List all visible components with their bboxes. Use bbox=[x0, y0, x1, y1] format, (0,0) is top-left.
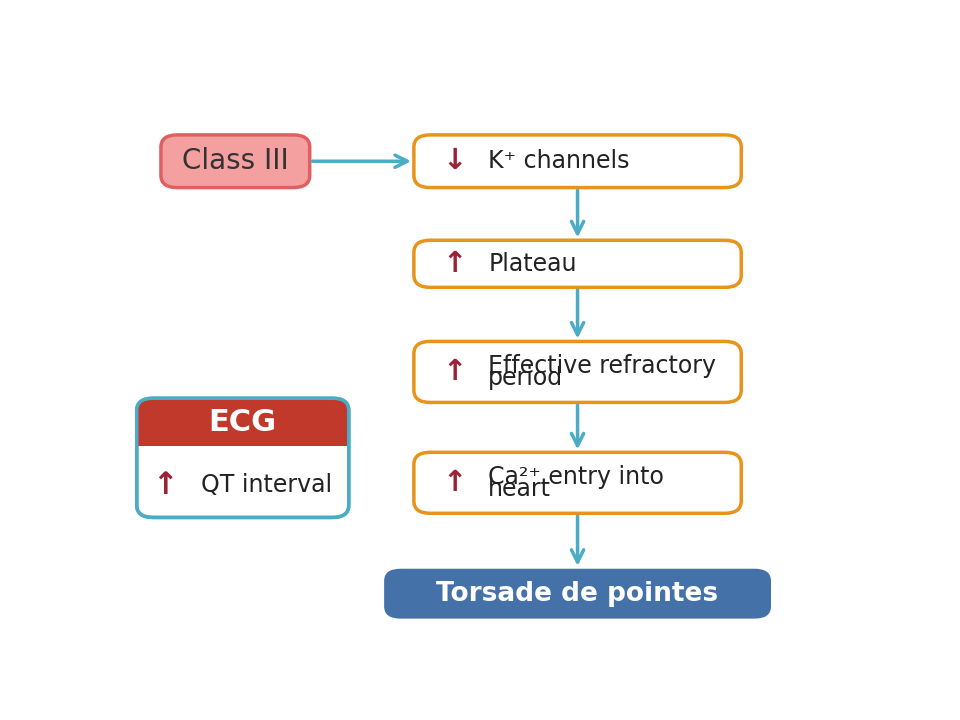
Text: ↓: ↓ bbox=[443, 148, 467, 175]
Text: QT interval: QT interval bbox=[201, 473, 332, 498]
Text: heart: heart bbox=[489, 477, 551, 501]
Text: ↑: ↑ bbox=[443, 250, 467, 278]
FancyBboxPatch shape bbox=[414, 341, 741, 402]
Bar bbox=[136, 420, 348, 446]
FancyBboxPatch shape bbox=[414, 135, 741, 188]
Text: Effective refractory: Effective refractory bbox=[489, 354, 716, 378]
FancyBboxPatch shape bbox=[384, 569, 771, 618]
Text: ECG: ECG bbox=[208, 408, 276, 436]
Text: Plateau: Plateau bbox=[489, 252, 577, 276]
Text: ↑: ↑ bbox=[443, 358, 467, 386]
FancyBboxPatch shape bbox=[136, 398, 348, 446]
Text: Torsade de pointes: Torsade de pointes bbox=[437, 580, 719, 607]
FancyBboxPatch shape bbox=[414, 240, 741, 287]
Text: Class III: Class III bbox=[182, 148, 289, 175]
Text: Ca²⁺ entry into: Ca²⁺ entry into bbox=[489, 464, 664, 489]
FancyBboxPatch shape bbox=[414, 452, 741, 513]
FancyBboxPatch shape bbox=[161, 135, 310, 188]
FancyBboxPatch shape bbox=[136, 398, 348, 518]
Text: K⁺ channels: K⁺ channels bbox=[489, 149, 630, 174]
Text: period: period bbox=[489, 366, 564, 390]
Text: ↑: ↑ bbox=[443, 469, 467, 497]
Text: ↑: ↑ bbox=[153, 471, 178, 500]
